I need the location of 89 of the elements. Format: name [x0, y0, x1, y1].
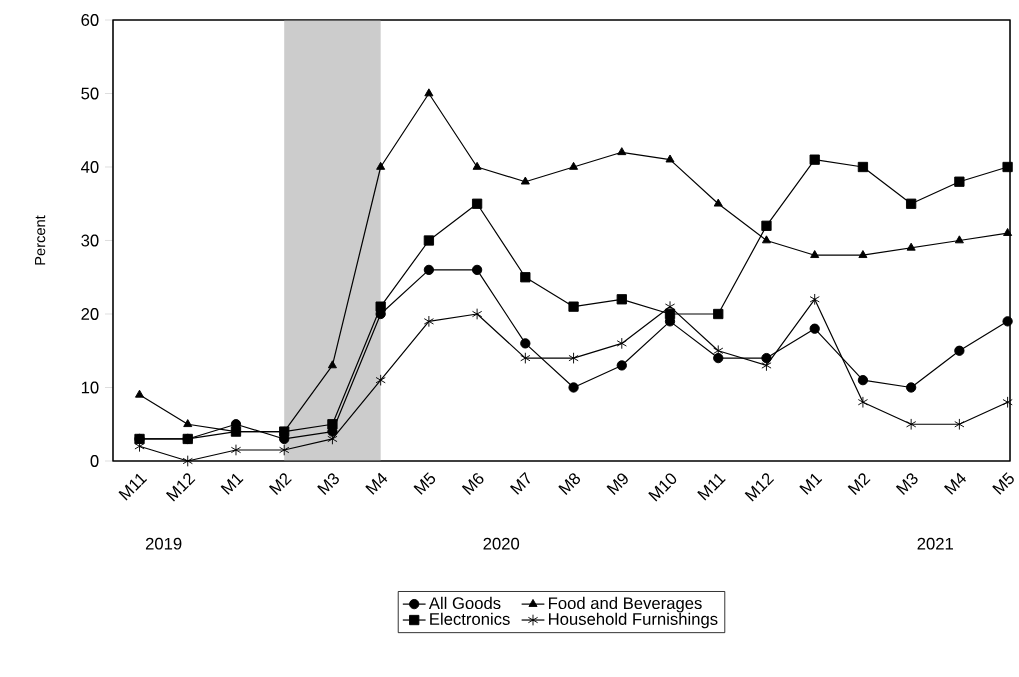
point [135, 389, 145, 398]
point [906, 418, 917, 431]
y-tick-label: 10 [81, 381, 99, 394]
point [520, 272, 531, 283]
point [617, 147, 627, 156]
x-tick-label: M8 [558, 473, 581, 495]
point [569, 161, 579, 170]
point [230, 444, 242, 456]
text: 2020 [483, 537, 520, 550]
x-tick-label: M2 [847, 473, 871, 495]
point [568, 301, 579, 312]
point [858, 250, 868, 259]
point [375, 374, 386, 386]
point [857, 375, 869, 386]
legend-label: All Goods [428, 596, 501, 610]
x-tick-label: M1 [799, 473, 823, 495]
x-tick-label: M2 [268, 473, 292, 495]
point [906, 382, 917, 393]
point [713, 308, 724, 320]
text: 2019 [145, 537, 182, 550]
point [423, 315, 434, 328]
y-tick-label: 20 [81, 308, 99, 320]
point [616, 337, 627, 350]
point [857, 396, 869, 409]
point [954, 345, 965, 356]
point [857, 161, 869, 173]
legend-label: Electronics [430, 612, 510, 625]
point [1002, 396, 1013, 409]
legend-label: Food and Beverages [549, 596, 702, 613]
point [568, 352, 579, 364]
point [568, 382, 579, 393]
point [520, 338, 531, 349]
y-tick-label: 60 [81, 14, 99, 26]
point [906, 242, 916, 251]
point [1002, 316, 1013, 327]
point [809, 154, 820, 165]
x-tick-label: M5 [413, 472, 436, 495]
x-tick-label: M5 [992, 472, 1014, 495]
point [809, 323, 820, 334]
x-tick-label: M4 [943, 472, 967, 495]
point [376, 161, 386, 170]
point [472, 161, 482, 170]
point [954, 176, 965, 187]
x-tick-label: M4 [365, 472, 388, 495]
point [472, 308, 483, 320]
point [375, 301, 386, 312]
point [954, 235, 964, 244]
point [471, 264, 483, 276]
point [761, 352, 772, 364]
x-tick-label: M11 [118, 473, 148, 501]
y-tick-label: 40 [81, 161, 99, 173]
point [616, 294, 627, 305]
x-tick-label: M6 [461, 473, 484, 495]
point [810, 250, 820, 259]
y-axis-title: Percent [35, 215, 46, 265]
x-tick-label: M7 [509, 471, 531, 495]
point [423, 235, 435, 246]
point [906, 198, 917, 209]
y-tick-label: 0 [90, 455, 99, 467]
y-tick-label: 50 [81, 87, 99, 100]
point [424, 88, 434, 97]
point [761, 220, 772, 231]
point [665, 154, 675, 163]
point [713, 352, 724, 364]
point [1003, 228, 1013, 236]
point [520, 176, 530, 185]
x-tick-label: M9 [606, 473, 628, 495]
x-tick-label: M12 [165, 473, 196, 502]
y-tick-label: 30 [81, 234, 99, 247]
x-tick-label: M3 [895, 473, 918, 495]
point [954, 418, 965, 431]
point [423, 264, 435, 276]
point [327, 419, 338, 430]
x-tick-label: M1 [220, 473, 244, 495]
x-tick-label: M11 [697, 473, 726, 501]
legend-label: Household Furnishings [549, 612, 718, 629]
point [809, 293, 820, 306]
point [520, 352, 531, 364]
point [471, 198, 483, 209]
point [182, 455, 193, 467]
point [279, 444, 290, 456]
point [713, 198, 723, 207]
point [1002, 161, 1013, 173]
point [616, 360, 627, 371]
x-tick-label: M3 [317, 473, 339, 495]
point [327, 360, 337, 369]
point [761, 235, 771, 244]
text: 2021 [917, 537, 953, 550]
point [183, 419, 193, 428]
